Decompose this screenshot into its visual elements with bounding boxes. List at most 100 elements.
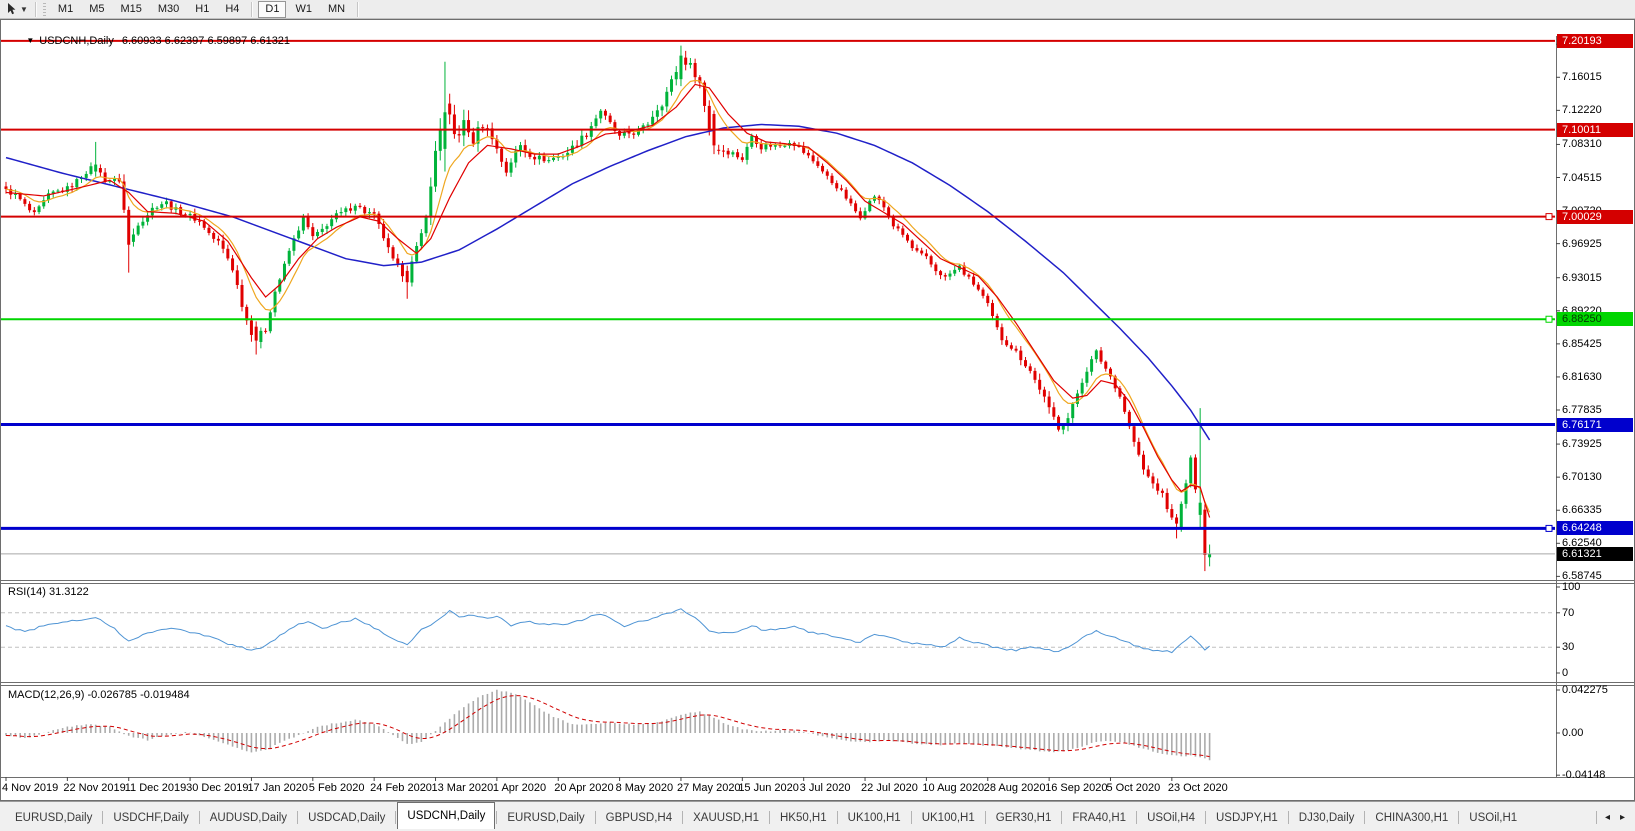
tab-divider [984, 811, 986, 824]
candle [976, 282, 980, 292]
tab-fra40-h1[interactable]: FRA40,H1 [1072, 812, 1127, 824]
tab-usdchf-daily[interactable]: USDCHF,Daily [113, 812, 189, 824]
candle [684, 50, 688, 71]
candle [245, 304, 249, 325]
candle [316, 229, 320, 239]
candle [670, 75, 674, 96]
candle [207, 224, 211, 236]
tab-dj30-daily[interactable]: DJ30,Daily [1298, 812, 1355, 824]
candle [981, 287, 985, 299]
candle [901, 225, 905, 238]
candle [754, 134, 758, 148]
tab-eurusd-daily[interactable]: EURUSD,Daily [507, 812, 585, 824]
timeframe-button-m5[interactable]: M5 [89, 2, 105, 15]
timeframe-button-m15[interactable]: M15 [120, 2, 142, 15]
tab-uk100-h1[interactable]: UK100,H1 [921, 812, 975, 824]
candle [783, 143, 787, 148]
candle [254, 321, 258, 355]
candle [1047, 391, 1051, 414]
tab-audusd-daily[interactable]: AUDUSD,Daily [209, 812, 288, 824]
candle [226, 244, 230, 261]
tab-divider [594, 811, 596, 824]
tab-china300-h1[interactable]: CHINA300,H1 [1375, 812, 1449, 824]
toolbar-divider [251, 1, 254, 17]
candle [632, 129, 636, 139]
timeframe-buttons: M1 M5 M15 M30 H1 H4 D1 W1 MN [50, 0, 363, 18]
candle [320, 223, 324, 235]
candle [528, 148, 532, 160]
candle [382, 219, 386, 241]
candle [1009, 342, 1013, 351]
timeframe-button-h4[interactable]: H4 [225, 2, 240, 15]
candle [1184, 479, 1188, 509]
candle [1127, 409, 1131, 430]
candle [896, 223, 900, 232]
candle [1170, 504, 1174, 520]
candle [1203, 504, 1207, 572]
candle [1005, 335, 1009, 347]
tab-divider [1136, 811, 1138, 824]
candle [721, 145, 725, 158]
hline-handle[interactable] [1545, 213, 1553, 221]
tab-scroll-right-icon[interactable]: ▸ [1619, 812, 1625, 823]
tab-divider [1061, 811, 1063, 824]
tab-divider [297, 811, 299, 824]
candle [268, 309, 272, 334]
tab-hk50-h1[interactable]: HK50,H1 [779, 812, 827, 824]
timeframe-button-w1[interactable]: W1 [295, 2, 312, 15]
tab-divider [768, 811, 770, 824]
hline-handle[interactable] [1545, 315, 1553, 323]
timeframe-button-m1[interactable]: M1 [57, 2, 74, 15]
candle [419, 229, 423, 250]
candle [452, 104, 456, 139]
timeframe-button-h1[interactable]: H1 [195, 2, 210, 15]
candle [32, 207, 36, 216]
candle [231, 254, 235, 273]
candle [70, 182, 74, 192]
candle [759, 139, 763, 154]
candle [287, 248, 291, 267]
candle [990, 299, 994, 321]
candle [386, 233, 390, 254]
candle [608, 113, 612, 124]
tab-divider [1205, 811, 1206, 824]
candle [146, 210, 150, 226]
candle [344, 206, 348, 218]
tab-usdjpy-h1[interactable]: USDJPY,H1 [1216, 812, 1278, 824]
candle [655, 104, 659, 122]
tab-uk100-h1[interactable]: UK100,H1 [847, 812, 901, 824]
candle [986, 293, 990, 307]
cursor-tool-button[interactable]: ▼ [0, 2, 31, 17]
tab-usdcnh-daily[interactable]: USDCNH,Daily [397, 802, 496, 829]
timeframe-button-mn[interactable]: MN [327, 2, 346, 15]
tab-eurusd-daily[interactable]: EURUSD,Daily [15, 812, 93, 824]
candle [462, 109, 466, 147]
tab-xauusd-h1[interactable]: XAUUSD,H1 [693, 812, 759, 824]
candle [882, 196, 886, 212]
timeframe-button-m30[interactable]: M30 [157, 2, 180, 15]
tab-ger30-h1[interactable]: GER30,H1 [995, 812, 1052, 824]
candle [518, 141, 522, 157]
tab-usoil-h1[interactable]: USOil,H1 [1469, 812, 1518, 824]
hline-handle[interactable] [1545, 524, 1553, 532]
candle [651, 110, 655, 127]
tab-usdcad-daily[interactable]: USDCAD,Daily [308, 812, 386, 824]
tab-divider [198, 811, 200, 824]
candle [37, 204, 41, 215]
tab-scroll-left-icon[interactable]: ◂ [1604, 812, 1610, 823]
candle [212, 231, 216, 243]
timeframe-button-d1[interactable]: D1 [258, 0, 287, 18]
candle [42, 196, 46, 209]
tab-usoil-h4[interactable]: USOil,H4 [1147, 812, 1195, 824]
candle [939, 269, 943, 280]
candle [948, 270, 952, 281]
candle [1052, 402, 1056, 420]
tab-gbpusd-h4[interactable]: GBPUSD,H4 [605, 812, 673, 824]
candle [594, 114, 598, 129]
candle [377, 211, 381, 229]
rsi-line [5, 608, 1210, 654]
chevron-down-icon[interactable]: ▼ [20, 4, 28, 14]
candle [745, 142, 749, 165]
candle [915, 244, 919, 253]
